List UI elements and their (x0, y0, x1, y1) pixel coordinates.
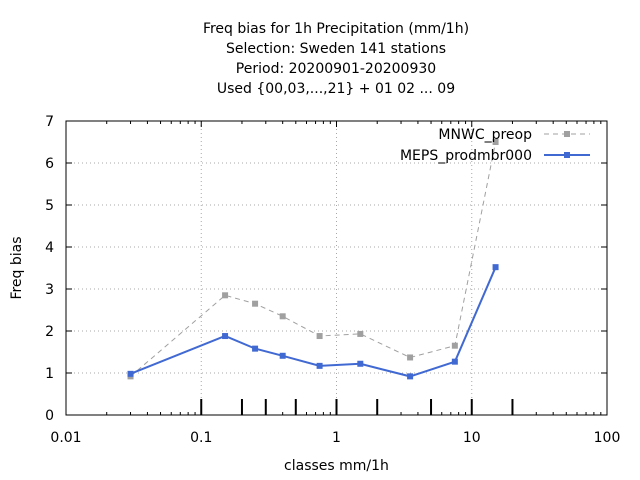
legend-swatch-marker (564, 152, 570, 158)
data-point-MEPS_prodmbr000 (222, 333, 229, 340)
y-tick-label: 7 (45, 114, 54, 130)
data-point-MNWC_preop (492, 139, 499, 145)
data-point-MEPS_prodmbr000 (316, 362, 323, 369)
data-point-MNWC_preop (222, 292, 229, 299)
y-tick-label: 6 (45, 156, 54, 172)
data-point-MNWC_preop (316, 333, 323, 340)
data-point-MEPS_prodmbr000 (492, 264, 499, 271)
chart-title: Freq bias for 1h Precipitation (mm/1h) Se… (203, 21, 469, 97)
plot-frame (65, 120, 608, 416)
legend-label: MEPS_prodmbr000 (400, 148, 532, 164)
data-point-MNWC_preop (252, 300, 259, 307)
data-point-MEPS_prodmbr000 (451, 358, 458, 365)
x-tick-labels: 0.01 0.1 1 10 100 (50, 430, 620, 446)
x-tick-label: 0.01 (50, 430, 81, 446)
title-line: Period: 20200901-20200930 (236, 61, 436, 77)
y-tick-label: 5 (45, 198, 54, 214)
data-point-MNWC_preop (407, 354, 414, 361)
data-point-MEPS_prodmbr000 (357, 360, 364, 367)
class-limit-ticks (200, 399, 514, 415)
legend-swatch-marker (564, 131, 570, 137)
series-line-MEPS_prodmbr000 (130, 266, 497, 378)
title-line: Used {00,03,...,21} + 01 02 ... 09 (217, 81, 455, 97)
data-point-MEPS_prodmbr000 (407, 373, 414, 380)
y-axis-label: Freq bias (9, 236, 25, 299)
grid (66, 121, 607, 415)
title-line: Freq bias for 1h Precipitation (mm/1h) (203, 21, 469, 37)
data-point-MEPS_prodmbr000 (279, 352, 286, 359)
legend-label: MNWC_preop (438, 127, 532, 143)
y-tick-label: 0 (45, 408, 54, 424)
y-tick-label: 3 (45, 282, 54, 298)
data-point-MNWC_preop (451, 342, 458, 349)
x-tick-label: 100 (594, 430, 621, 446)
legend: MNWC_preop MEPS_prodmbr000 (400, 127, 590, 164)
y-tick-label: 2 (45, 324, 54, 340)
y-tick-label: 4 (45, 240, 54, 256)
y-tick-label: 1 (45, 366, 54, 382)
data-point-MNWC_preop (279, 313, 286, 320)
x-tick-label: 10 (463, 430, 481, 446)
x-tick-label: 1 (332, 430, 341, 446)
series (127, 139, 499, 380)
title-line: Selection: Sweden 141 stations (226, 41, 446, 57)
data-point-MEPS_prodmbr000 (127, 370, 134, 377)
x-tick-label: 0.1 (190, 430, 212, 446)
x-axis-label: classes mm/1h (284, 458, 389, 474)
series-line-MNWC_preop (130, 141, 497, 377)
data-point-MNWC_preop (357, 330, 364, 337)
data-point-MEPS_prodmbr000 (252, 345, 259, 352)
y-tick-labels: 0 1 2 3 4 5 6 7 (45, 114, 54, 424)
